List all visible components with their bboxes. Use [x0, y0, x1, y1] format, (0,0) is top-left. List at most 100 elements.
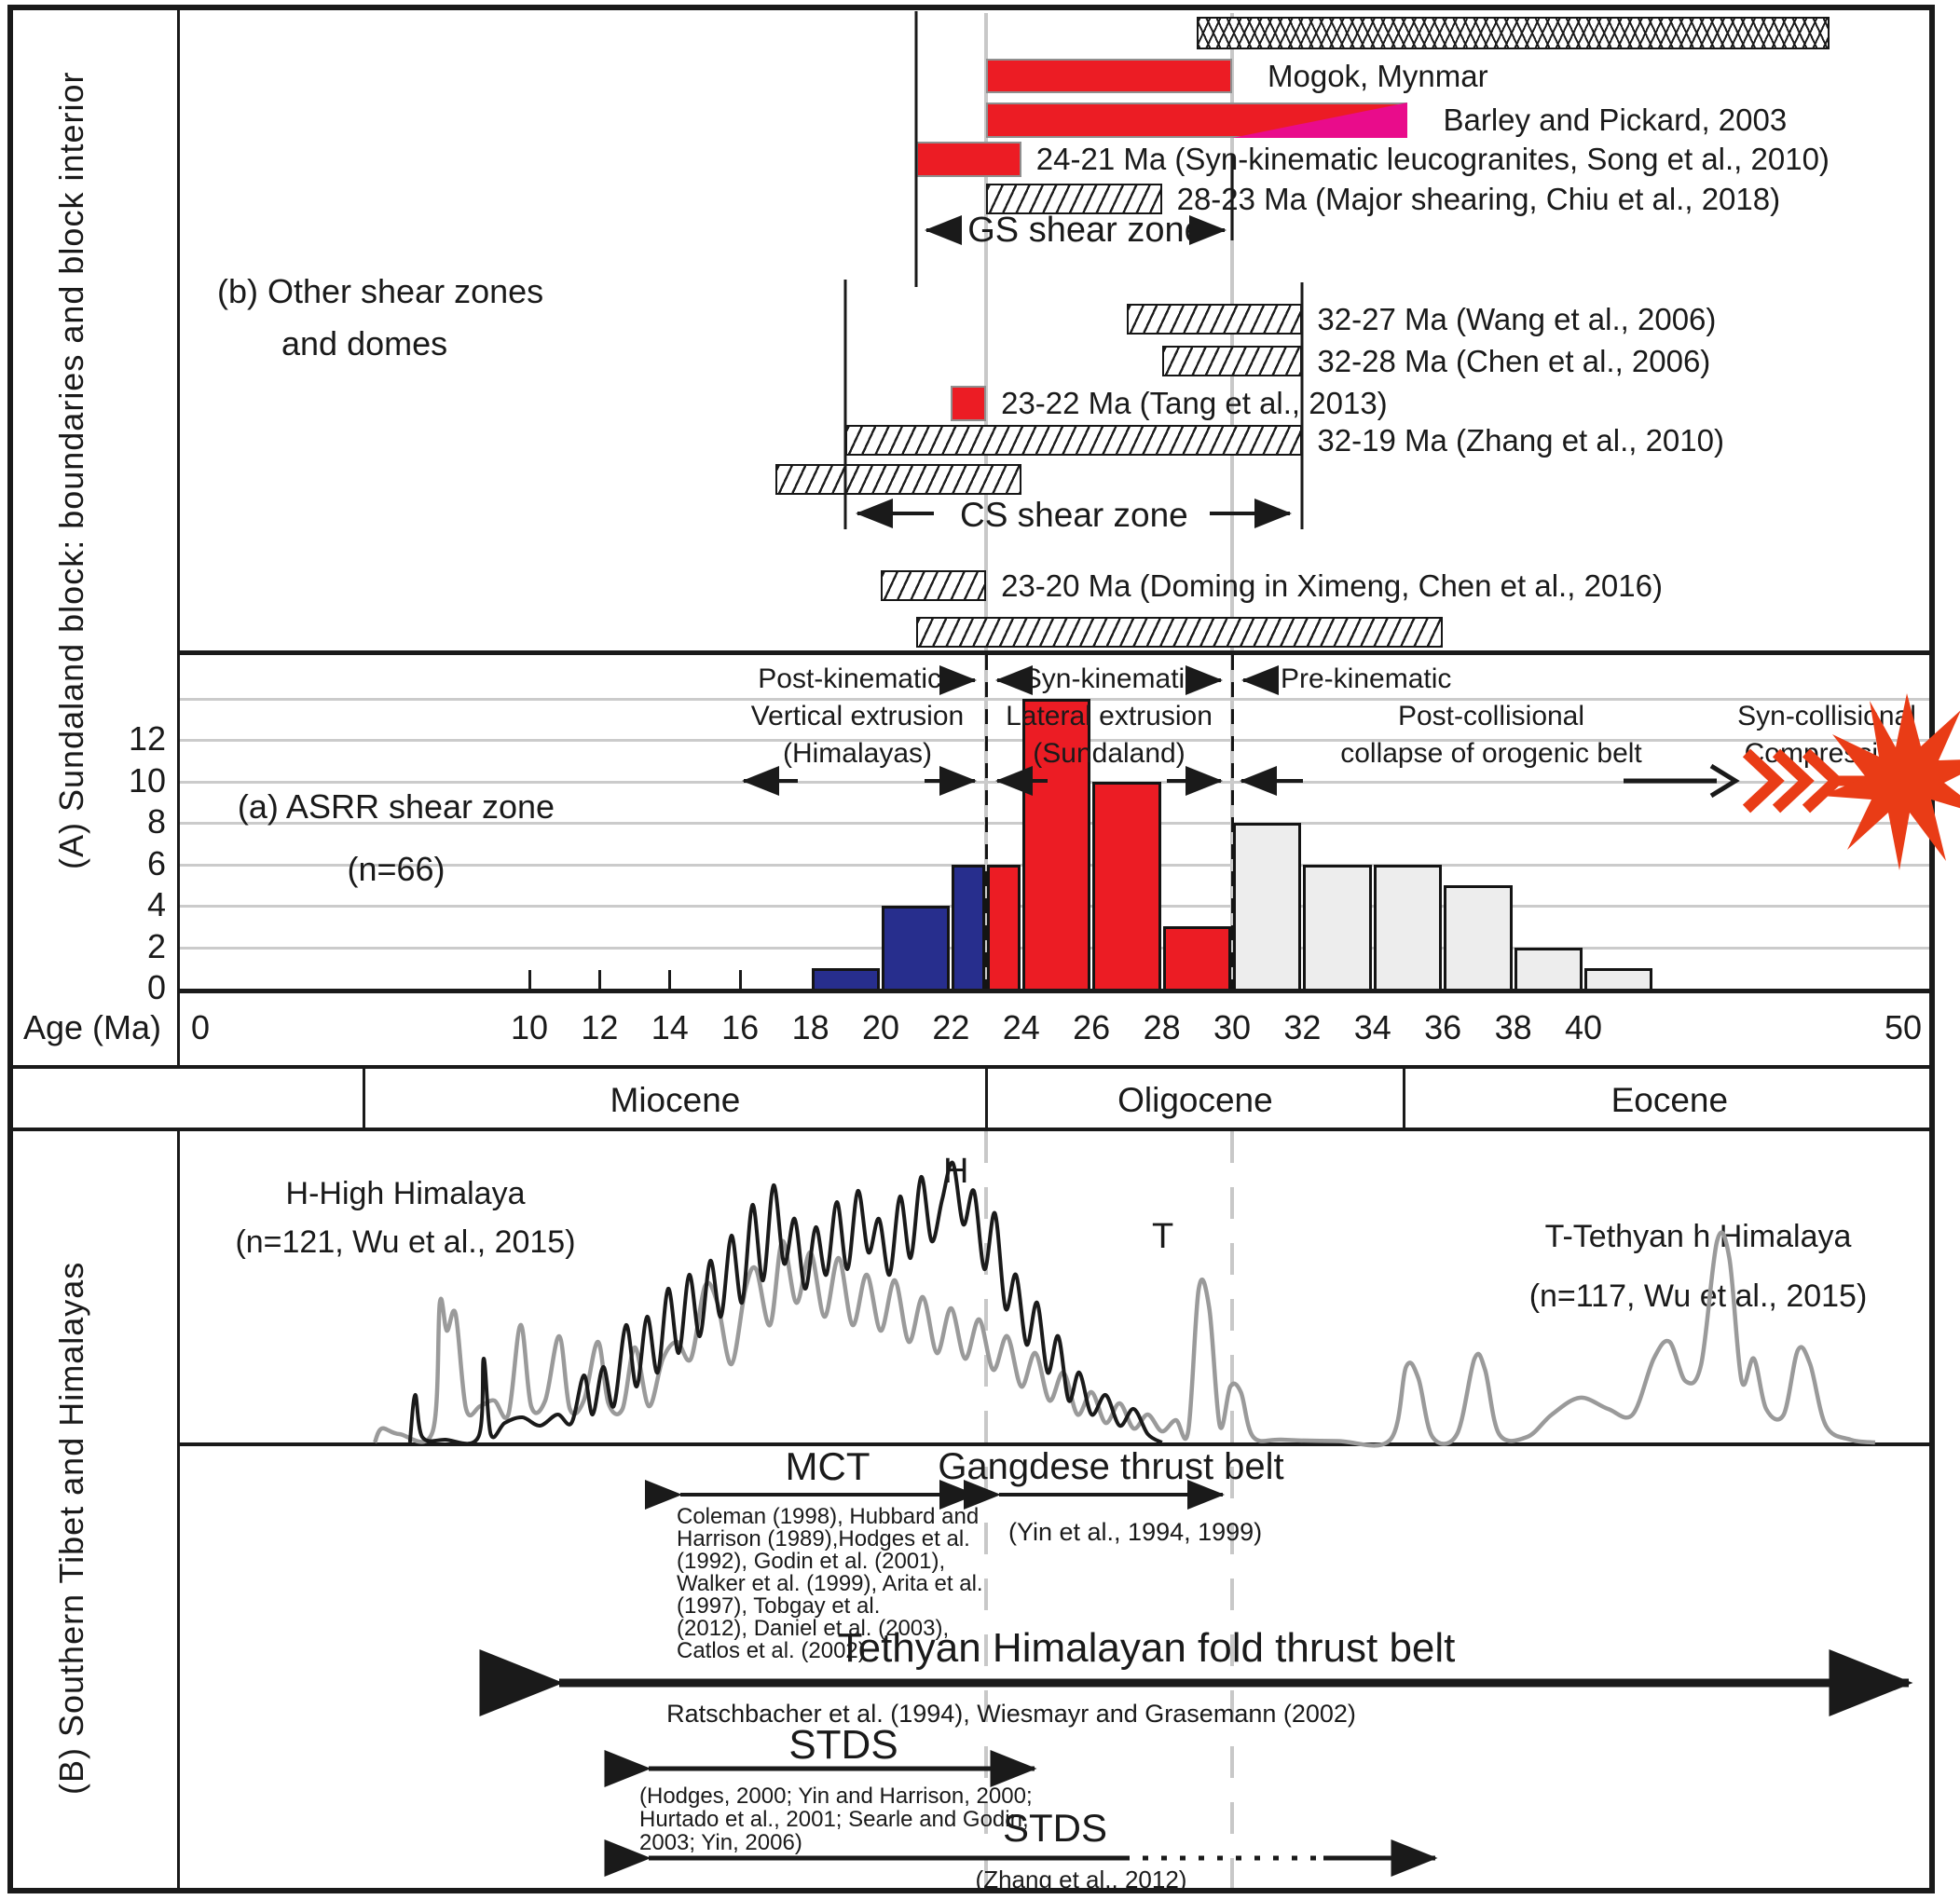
timeline-bar-note-syenites-leucogranites: Barley and Pickard, 2003 [1443, 103, 1788, 137]
other-zones-label-line2: and domes [281, 324, 448, 362]
t-peak-marker: T [1152, 1217, 1174, 1256]
h-peak-marker: H [943, 1152, 969, 1191]
timeline-bar-label-chen-2006: 32-28 Ma (Chen et al., 2006) [1317, 343, 1711, 378]
axis-tick-10 [528, 970, 531, 989]
axis-tick-label-36: 36 [1424, 1008, 1462, 1046]
mct-reference-line-6: (2012), Daniel et al. (2003), [677, 1616, 950, 1641]
timeline-bar-label-wang-2006: 32-27 Ma (Wang et al., 2006) [1317, 301, 1717, 336]
timeline-bar-doming-bu-khang [915, 617, 1444, 648]
y-axis-label-10: 10 [128, 760, 166, 800]
syn-kinematic-label: Syn-kinematic [1022, 663, 1199, 694]
high-himalaya-title-1: H-High Himalaya [285, 1176, 526, 1211]
stds1-title: STDS [788, 1722, 898, 1768]
gangdese-title: Gangdese thrust belt [938, 1446, 1284, 1487]
epoch-divider-1 [363, 1067, 366, 1128]
magenta-wedge [1231, 103, 1408, 138]
timeline-bar-akciz-2008 [774, 464, 1021, 495]
hist-bar-36-38ma [1444, 884, 1513, 991]
epoch-label-oligocene: Oligocene [1117, 1081, 1273, 1119]
timeline-bar-doming-ximeng [881, 570, 987, 601]
timeline-bar-syenites-leucogranites [986, 103, 1408, 138]
ref-line-23ma-lower [984, 1131, 988, 1888]
stds2-reference: (Zhang et al., 2012) [975, 1866, 1187, 1893]
hist-bar-26-28ma [1092, 781, 1161, 991]
hist-bar-28-30ma [1162, 926, 1231, 991]
y-axis-label-0: 0 [146, 968, 166, 1006]
timeline-bar-syn-kinematic-leucogranites [915, 142, 1021, 177]
mct-reference-line-5: (1997), Tobgay et al. [677, 1593, 881, 1619]
tethyan-belt-reference: Ratschbacher et al. (1994), Wiesmayr and… [666, 1700, 1356, 1728]
vertical-extrusion-label-1: Vertical extrusion [750, 701, 965, 731]
syn-collisional-label-2: Compression [1744, 738, 1910, 769]
tethyan-belt-title: Tethyan Himalayan fold thrust belt [837, 1625, 1456, 1671]
tethyan-himalaya-title-1: T-Tethyan h Himalaya [1544, 1219, 1852, 1254]
axis-tick-label-30: 30 [1213, 1008, 1252, 1046]
mct-reference-line-4: Walker et al. (1999), Arita et al. [677, 1571, 983, 1596]
sidebar-divider-b [177, 1128, 180, 1893]
mct-reference-line-3: (1992), Godin et al. (2001), [677, 1549, 946, 1574]
curve-t-tethyan-himalaya [373, 1230, 1876, 1448]
other-zones-label-line1: (b) Other shear zones [217, 272, 544, 310]
y-axis-label-12: 12 [128, 719, 166, 758]
axis-tick-label-12: 12 [581, 1008, 619, 1046]
stds1-reference-line-1: (Hodges, 2000; Yin and Harrison, 2000; [639, 1784, 1033, 1809]
syn-collisional-label-1: Syn-collisional [1737, 701, 1916, 731]
stds1-reference-line-2: Hurtado et al., 2001; Searle and Godin, [639, 1807, 1029, 1832]
timeline-bar-note-mogok-magmatism: Mogok, Mynmar [1268, 58, 1488, 93]
timeline-bar-mogok-metamorphism [1197, 17, 1830, 49]
axis-tick-label-20: 20 [861, 1008, 900, 1046]
post-kinematic-label: Post-kinematic [758, 663, 941, 694]
panel-b-side-label: (B) Southern Tibet and Himalayas [52, 1261, 90, 1796]
epoch-divider-3 [1403, 1067, 1406, 1128]
tethyan-himalaya-title-2: (n=117, Wu et al., 2015) [1528, 1278, 1868, 1314]
gs-shear-zone-label: GS shear zone [967, 211, 1204, 250]
axis-tick-16 [738, 970, 742, 989]
axis-tick-label-50: 50 [1884, 1008, 1922, 1046]
gangdese-reference: (Yin et al., 1994, 1999) [1008, 1518, 1263, 1546]
y-axis-label-2: 2 [146, 926, 166, 965]
lateral-extrusion-label-1: Lateral extrusion [1006, 701, 1213, 731]
post-collisional-label-2: collapse of orogenic belt [1340, 738, 1642, 769]
cs-shear-zone-label: CS shear zone [960, 496, 1188, 534]
divider-bars-histogram [177, 650, 1935, 655]
border-top [7, 5, 1935, 10]
divider-age-row [7, 1065, 1935, 1069]
age-axis-label: Age (Ma) [22, 1008, 162, 1046]
axis-tick-label-38: 38 [1494, 1008, 1532, 1046]
y-axis-label-4: 4 [146, 885, 166, 923]
hist-bar-22-23ma [952, 864, 986, 991]
pre-kinematic-label: Pre-kinematic [1281, 663, 1452, 694]
timeline-bar-label-major-shearing: 28-23 Ma (Major shearing, Chiu et al., 2… [1176, 181, 1781, 216]
axis-tick-label-40: 40 [1564, 1008, 1603, 1046]
sidebar-divider-a [177, 5, 180, 1067]
axis-tick-label-26: 26 [1073, 1008, 1111, 1046]
hist-bar-23-24ma [987, 864, 1021, 991]
axis-tick-label-22: 22 [932, 1008, 970, 1046]
timeline-bar-chen-2006 [1161, 346, 1303, 376]
border-bottom [7, 1888, 1935, 1893]
stds1-reference-line-3: 2003; Yin, 2006) [639, 1830, 802, 1855]
mct-reference-line-2: Harrison (1989),Hodges et al. [677, 1526, 970, 1551]
hist-bar-20-22ma [882, 906, 951, 991]
ref-line-30ma-upper [1230, 13, 1234, 989]
lateral-extrusion-label-2: (Sundaland) [1033, 738, 1186, 769]
post-collisional-label-1: Post-collisional [1397, 701, 1585, 731]
ref-line-30ma-lower [1230, 1131, 1234, 1888]
asrr-title-line2: (n=66) [347, 850, 445, 888]
hist-bar-32-34ma [1303, 864, 1372, 991]
axis-tick-label-0: 0 [191, 1008, 211, 1046]
timeline-bar-label-syn-kinematic-leucogranites: 24-21 Ma (Syn-kinematic leucogranites, S… [1035, 142, 1830, 176]
axis-tick-label-18: 18 [791, 1008, 829, 1046]
axis-tick-label-16: 16 [721, 1008, 760, 1046]
axis-tick-label-34: 34 [1353, 1008, 1391, 1046]
axis-tick-label-32: 32 [1283, 1008, 1322, 1046]
timeline-bar-label-zhang-2010: 32-19 Ma (Zhang et al., 2010) [1317, 422, 1724, 458]
axis-baseline [177, 989, 1935, 993]
axis-tick-14 [668, 970, 672, 989]
axis-tick-label-28: 28 [1143, 1008, 1181, 1046]
epoch-label-eocene: Eocene [1610, 1081, 1729, 1119]
timeline-bar-major-shearing [986, 184, 1162, 214]
border-right [1929, 5, 1935, 1893]
y-axis-label-6: 6 [146, 843, 166, 882]
hist-bar-34-36ma [1373, 864, 1443, 991]
